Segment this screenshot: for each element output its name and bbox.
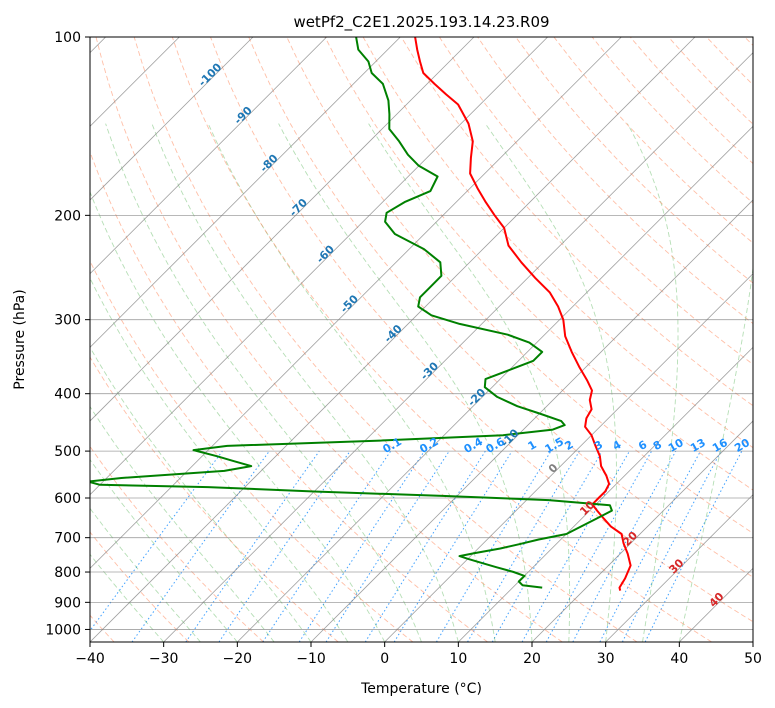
x-tick-label: 30 [597,651,615,667]
isotherm-line [90,37,254,201]
x-tick-label: −20 [223,651,253,667]
mixing-ratio-line [325,450,450,642]
mixing-ratio-line [393,450,513,642]
dry-adiabat-line [439,37,753,365]
mixing-ratio-line [545,450,653,642]
isotherm-line [90,37,696,642]
moist-adiabat-line [90,190,386,642]
dry-adiabat-line [90,531,190,642]
mixing-ratio-line [90,450,223,632]
chart-title: wetPf2_C2E1.2025.193.14.23.R09 [293,13,549,32]
temperature-line [414,37,632,591]
moist-adiabat-line [484,123,617,642]
mixing-ratio-line [218,450,351,642]
x-tick-label: 40 [670,651,688,667]
plot-frame [89,36,754,643]
dry-adiabat-line [133,37,638,642]
isotherm-line [90,37,475,422]
moist-adiabat-line [151,123,459,642]
mixing-ratio-line [131,450,270,642]
x-tick-label: −10 [296,651,326,667]
x-tick-label: −40 [75,651,105,667]
x-axis-label: Temperature (°C) [360,681,482,697]
y-tick-label: 400 [54,387,81,403]
x-tick-label: 20 [523,651,541,667]
isotherm-line [384,273,753,642]
y-tick-label: 1000 [45,622,81,638]
isotherm-line [90,37,401,348]
moist-adiabat-line [368,123,571,642]
dry-adiabat-line [90,445,264,642]
moist-adiabat-line [90,346,312,642]
dry-adiabat-line [90,150,488,642]
mixing-ratio-line [185,450,320,642]
dry-adiabat-line [171,37,712,642]
mixing-ratio-label: 25 [751,436,771,455]
y-tick-label: 800 [54,565,81,581]
mixing-ratio-line [262,450,392,642]
y-tick-label: 200 [54,208,81,224]
dry-adiabat-line [324,37,753,491]
moist-adiabat-line [105,123,422,642]
dry-adiabat-line [400,37,753,407]
x-axis-ticks: −40 −30 −20 −10 0 10 20 30 40 50 [75,642,762,667]
y-tick-label: 700 [54,531,81,547]
x-tick-label: 10 [449,651,467,667]
x-tick-label: −30 [149,651,179,667]
x-tick-label: 0 [380,651,389,667]
isotherm-line [163,52,753,642]
dry-adiabat-line [248,37,753,578]
y-tick-label: 300 [54,313,81,329]
isotherm-line [605,494,753,642]
moist-adiabat-line [678,264,753,642]
moist-adiabat-line [90,405,275,642]
isotherms [90,37,753,642]
mixing-ratio-line [644,450,743,642]
plot-area: 0.10.20.40.611.52346810131620253036-100-… [90,37,771,642]
y-tick-label: 900 [54,595,81,611]
isotherm-line [237,125,753,642]
sounding-series [90,37,632,591]
y-tick-label: 500 [54,444,81,460]
y-axis-ticks: 100 200 300 400 500 600 700 800 900 1000 [45,30,90,638]
y-axis-label: Pressure (hPa) [12,289,28,389]
x-tick-label: 50 [744,651,762,667]
mixing-ratio-lines [90,450,743,642]
moist-adiabats [90,123,753,642]
isotherm-line [310,199,753,642]
isotherm-line [90,37,622,569]
y-tick-label: 600 [54,491,81,507]
dewpoint-line [90,37,613,589]
isotherm-line [90,37,548,496]
y-tick-label: 100 [54,30,81,46]
isotherm-line [531,420,753,642]
isotherm-line [458,346,753,642]
dry-adiabat-line [95,37,563,642]
isotherm-line [90,37,327,275]
moist-adiabat-line [90,277,349,642]
dry-adiabat-line [210,37,753,623]
mixing-ratio-line [572,450,677,642]
mixing-ratio-line [521,450,630,642]
dry-adiabat-line [515,37,753,284]
